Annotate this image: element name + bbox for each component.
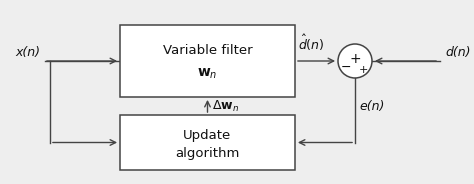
- Text: d(n): d(n): [445, 46, 471, 59]
- Text: $\Delta\mathbf{w}_n$: $\Delta\mathbf{w}_n$: [212, 98, 240, 114]
- Text: x(n): x(n): [15, 46, 40, 59]
- Text: $\hat{d}(n)$: $\hat{d}(n)$: [298, 33, 325, 53]
- Text: algorithm: algorithm: [175, 147, 240, 160]
- Text: −: −: [340, 61, 351, 74]
- Text: $\mathbf{w}_n$: $\mathbf{w}_n$: [197, 67, 218, 81]
- Text: +: +: [349, 52, 361, 66]
- Text: e(n): e(n): [359, 100, 384, 113]
- Bar: [120, 115, 295, 170]
- Text: +: +: [359, 65, 368, 75]
- Text: Variable filter: Variable filter: [163, 44, 252, 57]
- Circle shape: [338, 44, 372, 78]
- Text: Update: Update: [183, 129, 232, 142]
- Bar: [120, 25, 295, 97]
